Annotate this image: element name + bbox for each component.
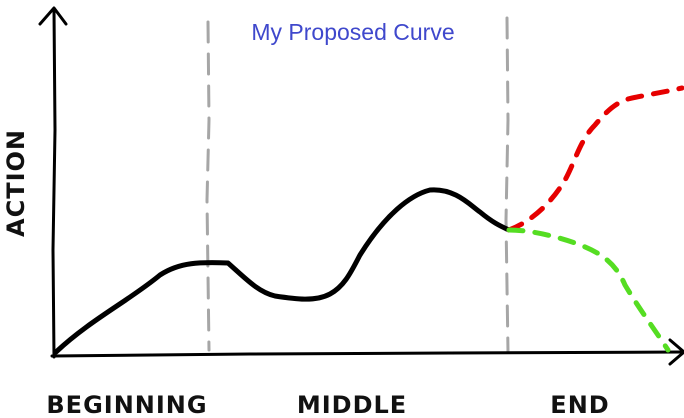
section-label-beginning: BEGINNING: [46, 391, 207, 418]
y-axis-label: ACTION: [2, 129, 30, 237]
diagram-title: My Proposed Curve: [251, 19, 454, 45]
divider-middle-end: [504, 16, 510, 354]
main-action-curve: [53, 187, 512, 355]
y-axis-line: [51, 8, 57, 359]
section-label-end: END: [550, 391, 609, 418]
x-axis-line: [50, 350, 684, 358]
rising-ending-branch: [506, 85, 684, 233]
x-axis-arrow-icon: [668, 338, 684, 366]
divider-beginning-middle: [205, 20, 211, 352]
falling-ending-branch: [506, 227, 671, 353]
section-label-middle: MIDDLE: [297, 391, 407, 418]
y-axis-arrow-icon: [38, 6, 68, 26]
